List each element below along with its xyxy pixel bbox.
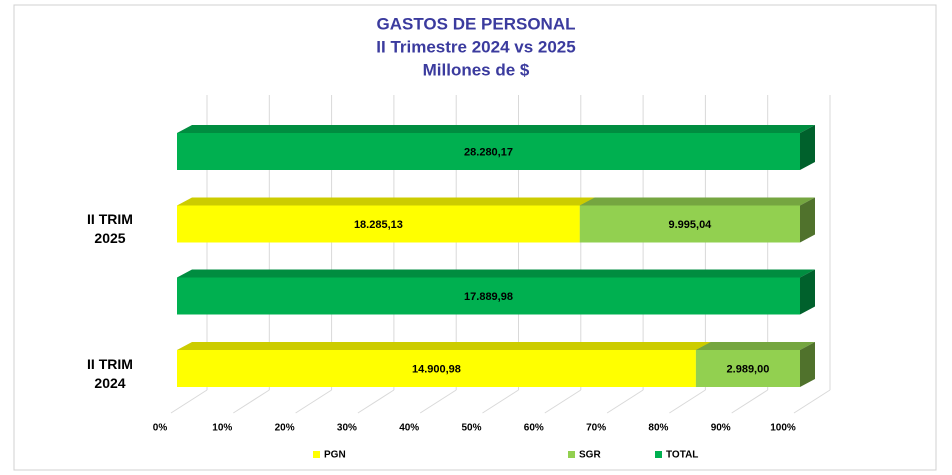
grid-line	[419, 389, 457, 414]
legend-label: TOTAL	[666, 450, 698, 461]
x-tick-label: 90%	[711, 423, 731, 434]
data-label: 17.889,98	[464, 291, 513, 303]
y-tick-label: II TRIM 2025	[87, 211, 133, 246]
bar	[177, 350, 696, 387]
data-label: 18.285,13	[354, 219, 403, 231]
grid-line	[544, 389, 582, 414]
bar	[579, 205, 800, 243]
bar	[177, 277, 800, 315]
bar-side	[800, 269, 815, 315]
grid-line	[669, 389, 706, 414]
legend-swatch	[568, 451, 575, 458]
bar-side	[800, 342, 815, 387]
bar-top	[177, 125, 815, 133]
x-tick-label: 30%	[337, 423, 357, 434]
grid-line	[793, 389, 831, 414]
legend-swatch	[655, 451, 662, 458]
bar-top	[695, 342, 815, 350]
grid-line	[482, 389, 519, 414]
data-label: 28.280,17	[464, 146, 513, 158]
data-label: 14.900,98	[412, 363, 461, 375]
bar-side	[800, 197, 815, 243]
y-tick-label: II TRIM 2024	[87, 355, 133, 391]
x-tick-label: 60%	[524, 423, 544, 434]
bar-side	[800, 125, 815, 170]
bar	[177, 133, 800, 170]
data-label: 9.995,04	[668, 219, 712, 231]
grid-line	[170, 389, 208, 414]
grid-line	[606, 389, 644, 414]
grid-line	[731, 389, 768, 414]
x-tick-label: 80%	[648, 423, 668, 434]
x-tick-label: 20%	[275, 423, 295, 434]
grid-line	[295, 389, 332, 414]
x-tick-label: 50%	[461, 423, 481, 434]
x-tick-label: 0%	[153, 423, 168, 434]
grid-line	[233, 389, 270, 414]
chart-title: GASTOS DE PERSONAL	[377, 14, 576, 33]
x-tick-label: 70%	[586, 423, 606, 434]
chart-subtitle: Millones de $	[423, 60, 530, 79]
bar	[177, 205, 580, 243]
legend-label: SGR	[579, 450, 601, 461]
bar-top	[177, 342, 711, 350]
bar-top	[579, 197, 815, 206]
chart-subtitle: II Trimestre 2024 vs 2025	[376, 37, 575, 56]
bar-top	[177, 269, 815, 278]
bar	[695, 350, 800, 387]
bar-top	[177, 197, 595, 206]
grid-line	[357, 389, 395, 414]
x-tick-label: 40%	[399, 423, 419, 434]
data-label: 2.989,00	[727, 363, 770, 375]
x-tick-label: 100%	[770, 423, 796, 434]
x-tick-label: 10%	[212, 423, 232, 434]
legend-swatch	[313, 451, 320, 458]
legend-label: PGN	[324, 450, 346, 461]
